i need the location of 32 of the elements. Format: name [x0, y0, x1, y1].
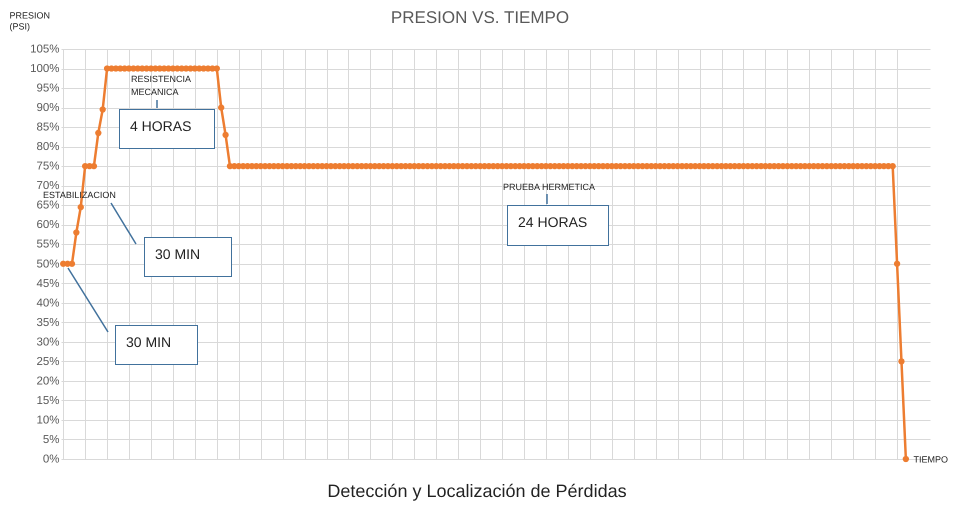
- y-tick-label: 0%: [42, 454, 60, 466]
- y-tick-label: 45%: [36, 278, 60, 290]
- y-tick-label: 10%: [36, 414, 60, 426]
- y-tick-label: 105%: [30, 44, 60, 56]
- x-axis-title: TIEMPO: [914, 454, 948, 464]
- y-tick-label: 65%: [36, 200, 60, 212]
- y-tick-label: 30%: [36, 336, 60, 348]
- text: Detección y Localización de Pérdidas: [327, 481, 627, 502]
- chart-title: PRESION VS. TIEMPO: [390, 8, 570, 28]
- y-axis-title: PRESION (PSI): [10, 10, 50, 32]
- y-tick-label: 85%: [36, 122, 60, 134]
- annotation: 4 HORAS: [119, 109, 215, 149]
- annotation: 30 MIN: [144, 237, 232, 277]
- y-tick-label: 20%: [36, 375, 60, 388]
- annotation: 24 HORAS: [507, 205, 609, 246]
- y-tick-label: 55%: [36, 238, 60, 251]
- y-tick-label: 70%: [36, 180, 60, 192]
- annotation: PRUEBA HERMETICA: [503, 181, 596, 194]
- y-tick-label: 90%: [36, 102, 60, 114]
- y-tick-label: 40%: [36, 297, 60, 310]
- y-tick-label: 60%: [36, 219, 60, 232]
- y-tick-label: 50%: [36, 258, 60, 270]
- y-tick-label: 35%: [36, 316, 60, 329]
- y-tick-label: 5%: [42, 434, 60, 446]
- y-tick-label: 95%: [36, 82, 60, 95]
- y-tick-label: 25%: [36, 356, 60, 368]
- y-tick-label: 75%: [36, 160, 60, 173]
- y-tick-label: 15%: [36, 394, 60, 407]
- y-tick-label: 100%: [30, 63, 60, 76]
- annotation: RESISTENCIA MECANICA: [131, 73, 192, 99]
- annotation: 30 MIN: [115, 325, 198, 365]
- y-tick-label: 80%: [36, 141, 60, 154]
